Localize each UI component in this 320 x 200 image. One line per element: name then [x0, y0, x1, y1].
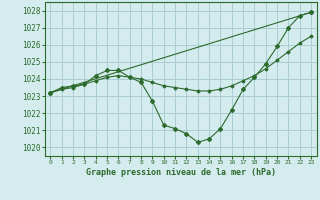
X-axis label: Graphe pression niveau de la mer (hPa): Graphe pression niveau de la mer (hPa) — [86, 168, 276, 177]
